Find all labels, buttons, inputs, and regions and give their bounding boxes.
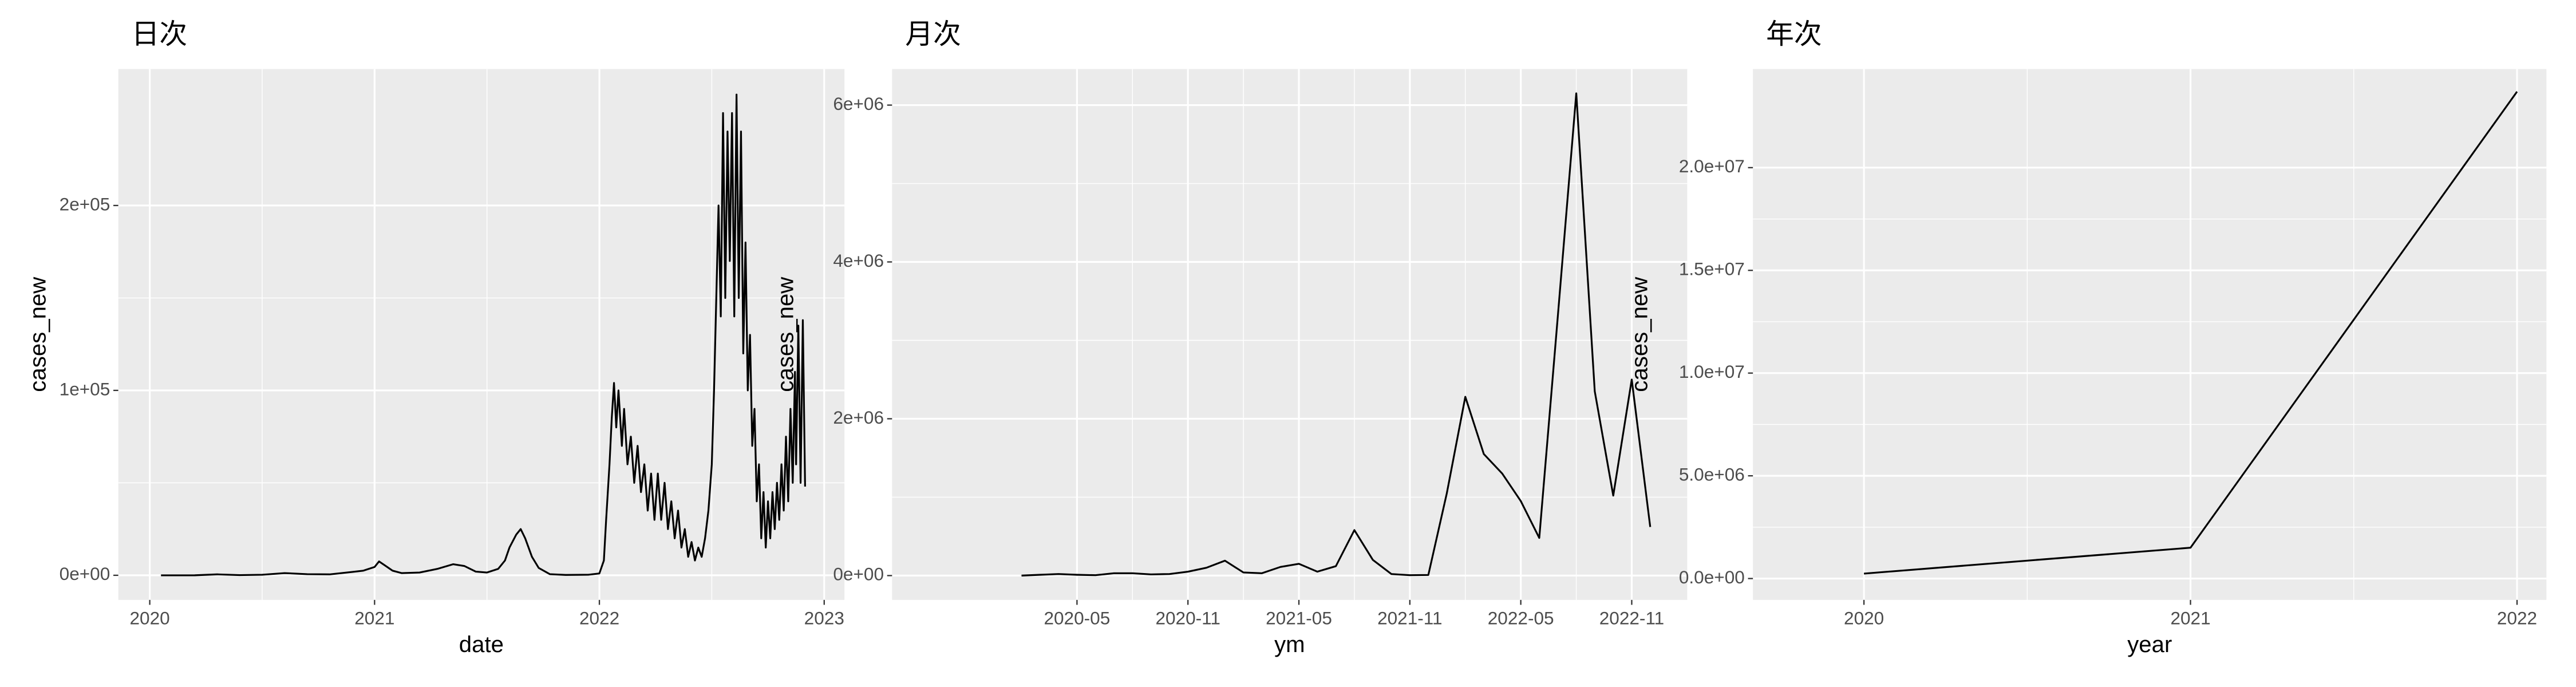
y-tick-label: 4e+06	[833, 250, 884, 271]
x-tick-label: 2021-11	[1377, 608, 1442, 629]
y-tick-label: 0e+00	[833, 564, 884, 585]
x-tick-label: 2022	[579, 608, 619, 629]
y-tick-label: 2e+05	[60, 194, 110, 214]
panel-title: 月次	[905, 19, 961, 50]
data-line	[161, 93, 806, 577]
y-tick-label: 0e+00	[60, 563, 110, 584]
y-tick-label: 0.0e+00	[1679, 567, 1745, 587]
data-line	[1864, 91, 2518, 575]
panel-title: 年次	[1766, 19, 1822, 50]
y-tick-label: 2.0e+07	[1679, 156, 1745, 176]
x-axis-title: date	[459, 631, 504, 657]
x-axis-title: year	[2127, 631, 2172, 657]
y-tick-label: 2e+06	[833, 407, 884, 428]
x-tick-label: 2021-05	[1266, 608, 1332, 629]
y-axis-title: cases_new	[772, 277, 798, 392]
x-tick-label: 2022-05	[1488, 608, 1554, 629]
x-tick-label: 2021	[2170, 608, 2210, 629]
plot-background	[1753, 69, 2547, 600]
x-tick-label: 2023	[804, 608, 844, 629]
x-axis-title: ym	[1274, 631, 1305, 657]
y-tick-label: 5.0e+06	[1679, 464, 1745, 484]
x-tick-label: 2020-05	[1044, 608, 1110, 629]
x-tick-label: 2020	[1844, 608, 1884, 629]
x-tick-label: 2022	[2497, 608, 2537, 629]
y-axis-title: cases_new	[1627, 277, 1653, 392]
x-tick-label: 2020-11	[1155, 608, 1220, 629]
x-tick-label: 2022-11	[1599, 608, 1664, 629]
x-tick-label: 2021	[354, 608, 394, 629]
data-line	[1021, 92, 1652, 577]
y-tick-label: 1e+05	[60, 378, 110, 399]
x-tick-label: 2020	[130, 608, 170, 629]
plot-background	[892, 69, 1688, 600]
y-tick-label: 1.5e+07	[1679, 259, 1745, 279]
y-tick-label: 6e+06	[833, 93, 884, 114]
y-axis-title: cases_new	[25, 277, 50, 392]
y-tick-label: 1.0e+07	[1679, 361, 1745, 382]
panel-title: 日次	[132, 19, 188, 50]
